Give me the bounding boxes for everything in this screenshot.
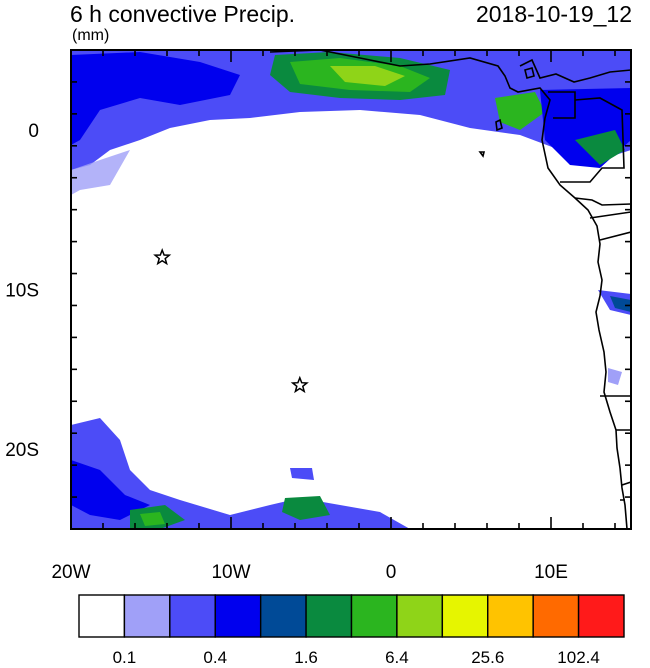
colorbar-swatch [487, 594, 534, 638]
border-south [620, 481, 631, 501]
precip-band-south [71, 418, 410, 529]
colorbar-label: 102.4 [557, 648, 600, 667]
border-congo [560, 97, 625, 183]
island-bioko [524, 67, 535, 79]
colorbar-swatch [577, 594, 625, 638]
colorbar-label: 0.4 [203, 648, 228, 667]
precip-coast-green [495, 92, 545, 130]
map-title: 6 h convective Precip. [70, 1, 296, 27]
island-annobon [478, 151, 486, 158]
precip-band-south-green3 [282, 496, 330, 520]
precip-east-patch-dark [610, 296, 631, 312]
precip-south-speck [290, 468, 314, 480]
colorbar-swatch [214, 594, 262, 638]
colorbar-swatch [532, 594, 580, 638]
island-saotome [495, 118, 503, 132]
precip-coast-green2 [575, 130, 625, 165]
map-frame [70, 49, 632, 530]
star-marker [290, 375, 309, 394]
star-marker [153, 248, 172, 266]
lon-tick-label: 20W [51, 562, 90, 583]
colorbar-swatch [123, 594, 171, 638]
valid-datetime: 2018-10-19_12 [475, 1, 632, 27]
coastline-west-africa [269, 50, 628, 529]
lon-tick-label: 0 [386, 562, 397, 583]
colorbar-swatch [350, 594, 398, 638]
border-north [519, 58, 631, 83]
axis-ticks: 20W 10W 0 10E 0 10S 20S [5, 49, 631, 583]
lat-tick-label: 0 [28, 121, 39, 142]
precip-band-north-blue [71, 52, 240, 145]
border-gabon [548, 91, 576, 119]
precip-band-north-light [71, 150, 130, 195]
markers [153, 248, 309, 394]
colorbar-swatch [305, 594, 353, 638]
lon-tick-label: 10W [211, 562, 250, 583]
colorbar-label: 6.4 [385, 648, 409, 667]
units-label: (mm) [72, 27, 110, 44]
lon-tick-label: 10E [534, 562, 568, 583]
precip-coast-blue [540, 88, 631, 168]
border-namibia [600, 395, 631, 431]
colorbar-label: 25.6 [471, 648, 505, 667]
precip-core-yellowgreen [330, 66, 405, 86]
lat-tick-label: 20S [5, 440, 39, 461]
colorbar [78, 594, 625, 638]
coastlines [269, 50, 631, 529]
colorbar-swatch [169, 594, 216, 638]
colorbar-swatch [259, 594, 307, 638]
precip-east-speck [608, 368, 622, 385]
lat-tick-label: 10S [5, 281, 39, 302]
colorbar-swatch [78, 594, 126, 638]
precipitation-field [71, 50, 631, 529]
colorbar-swatch [441, 594, 489, 638]
border-angola [574, 197, 631, 241]
precip-band-south-green2 [140, 512, 165, 526]
colorbar-label: 1.6 [294, 648, 318, 667]
precip-band-south-blue [71, 460, 150, 520]
colorbar-swatch [396, 594, 444, 638]
colorbar-label: 0.1 [112, 648, 137, 667]
